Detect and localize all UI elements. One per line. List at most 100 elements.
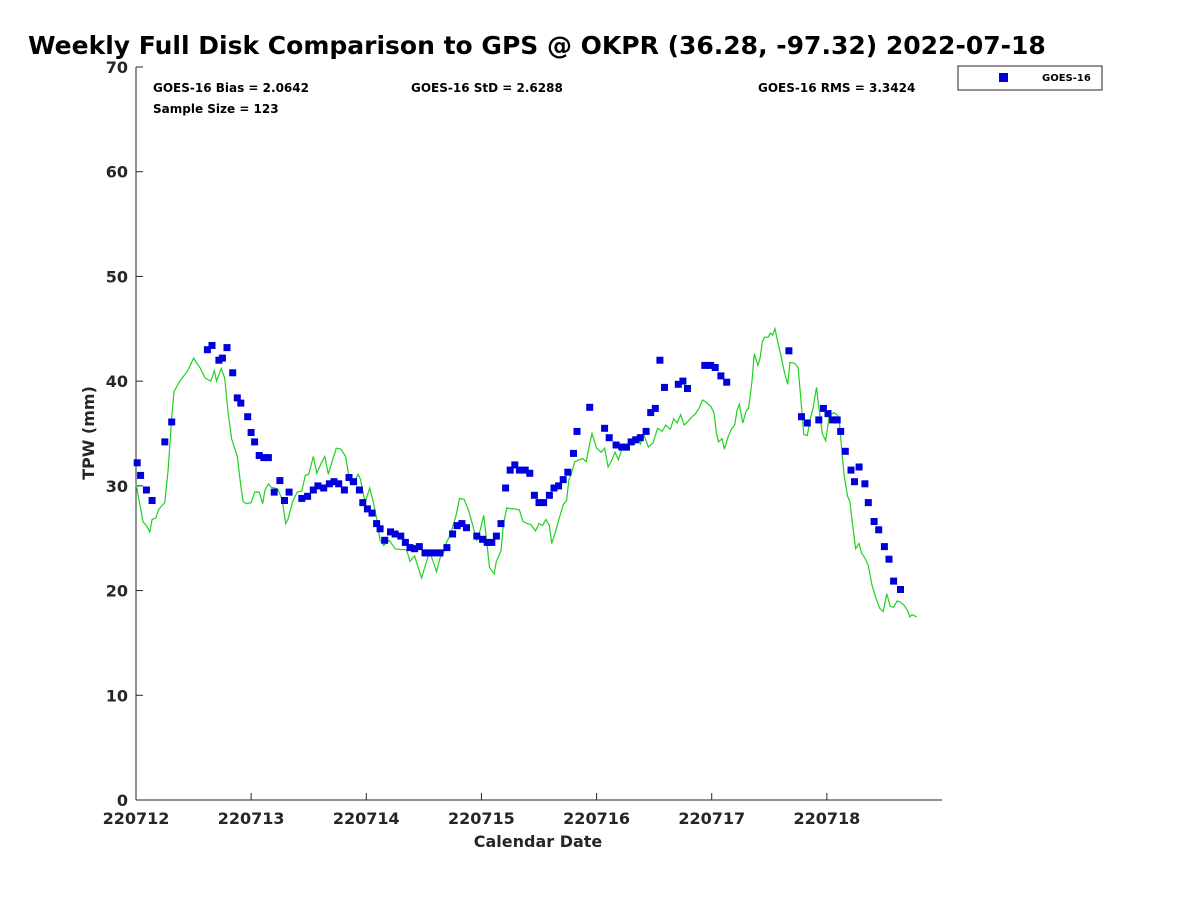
goes16-point [335, 480, 343, 488]
goes16-point [526, 469, 534, 477]
goes16-point [785, 347, 793, 355]
goes16-scatter-series [133, 342, 904, 593]
goes16-point [443, 544, 451, 552]
goes16-point [833, 416, 841, 424]
goes16-point [320, 484, 328, 492]
x-tick-label: 220717 [678, 809, 745, 828]
goes16-point [411, 545, 419, 553]
y-tick-label: 70 [106, 58, 128, 77]
goes16-point [363, 505, 371, 513]
goes16-point [707, 361, 715, 369]
goes16-point [627, 438, 635, 446]
legend-box [957, 65, 1103, 91]
goes16-point [148, 497, 156, 504]
goes16-point [483, 538, 491, 546]
goes16-point [573, 427, 581, 435]
goes16-point [381, 536, 389, 544]
goes16-point [244, 413, 252, 421]
goes16-point [890, 577, 898, 585]
goes16-point [829, 416, 837, 424]
goes16-point [325, 480, 333, 488]
goes16-point [142, 486, 150, 494]
goes16-point [260, 454, 268, 462]
legend: GOES-16 [957, 65, 1103, 91]
x-tick-label: 220715 [448, 809, 515, 828]
goes16-point [488, 538, 496, 546]
goes16-point [314, 482, 322, 490]
goes16-point [880, 543, 888, 551]
x-axis-ticks: 220712 220713 220714 220715 220716 220717 2207… [103, 793, 860, 828]
goes16-point [223, 344, 231, 352]
goes16-point [550, 484, 558, 492]
sample-size-text: Sample Size = 123 [153, 102, 279, 116]
goes16-point [426, 549, 434, 557]
goes16-point [340, 486, 348, 494]
goes16-point [861, 480, 869, 488]
goes16-point [270, 488, 278, 496]
goes16-point [815, 416, 823, 424]
goes16-point [309, 486, 317, 494]
x-axis-label: Calendar Date [474, 832, 603, 851]
goes16-point [431, 549, 439, 557]
goes16-point [203, 346, 211, 354]
legend-entry-goes16: GOES-16 [1042, 73, 1091, 84]
goes16-point [885, 555, 893, 563]
goes16-point [545, 491, 553, 499]
goes16-point [515, 466, 523, 474]
goes16-point [391, 530, 399, 538]
goes16-point [623, 443, 630, 451]
goes16-point [711, 364, 719, 371]
goes16-point [723, 378, 731, 386]
goes16-point [555, 482, 563, 490]
goes16-point [264, 454, 272, 462]
goes16-point [535, 499, 543, 507]
goes16-point [350, 478, 358, 486]
std-text: GOES-16 StD = 2.6288 [411, 81, 563, 95]
goes16-point [570, 449, 577, 457]
goes16-point [415, 543, 423, 551]
goes16-point [281, 497, 288, 504]
x-tick-label: 220718 [793, 809, 860, 828]
goes16-point [233, 394, 241, 402]
goes16-point [506, 466, 514, 474]
goes16-point [137, 471, 145, 479]
goes16-point [612, 441, 620, 449]
goes16-point [387, 528, 394, 536]
y-tick-label: 0 [117, 791, 128, 810]
goes16-point [330, 478, 338, 486]
goes16-point [679, 377, 687, 385]
goes16-point [133, 459, 141, 467]
goes16-point [847, 466, 855, 474]
goes16-point [373, 520, 381, 528]
goes16-point [803, 419, 811, 427]
goes16-point [717, 372, 725, 380]
goes16-point [511, 461, 519, 469]
goes16-point [841, 447, 849, 455]
goes16-point [401, 538, 409, 546]
y-tick-label: 10 [106, 686, 128, 705]
legend-marker-square [999, 73, 1008, 82]
goes16-point [661, 383, 668, 391]
goes16-point [368, 509, 376, 517]
goes16-point [276, 477, 284, 485]
goes16-point [656, 356, 664, 364]
y-tick-label: 40 [106, 372, 128, 391]
goes16-point [601, 424, 609, 432]
goes16-point [458, 520, 466, 528]
goes16-point [897, 586, 904, 593]
y-tick-label: 50 [106, 267, 128, 286]
goes16-point [651, 404, 659, 412]
goes16-point [229, 369, 237, 377]
goes16-point [540, 499, 548, 507]
goes16-point [632, 436, 640, 444]
goes16-point [449, 530, 457, 538]
goes16-point [647, 409, 655, 417]
goes16-point [359, 499, 367, 507]
goes16-point [618, 443, 626, 451]
goes16-point [497, 520, 505, 528]
y-axis-label: TPW (mm) [79, 386, 98, 480]
goes16-point [247, 429, 255, 436]
goes16-point [855, 463, 863, 471]
goes16-point [521, 466, 529, 474]
x-tick-label: 220716 [563, 809, 630, 828]
